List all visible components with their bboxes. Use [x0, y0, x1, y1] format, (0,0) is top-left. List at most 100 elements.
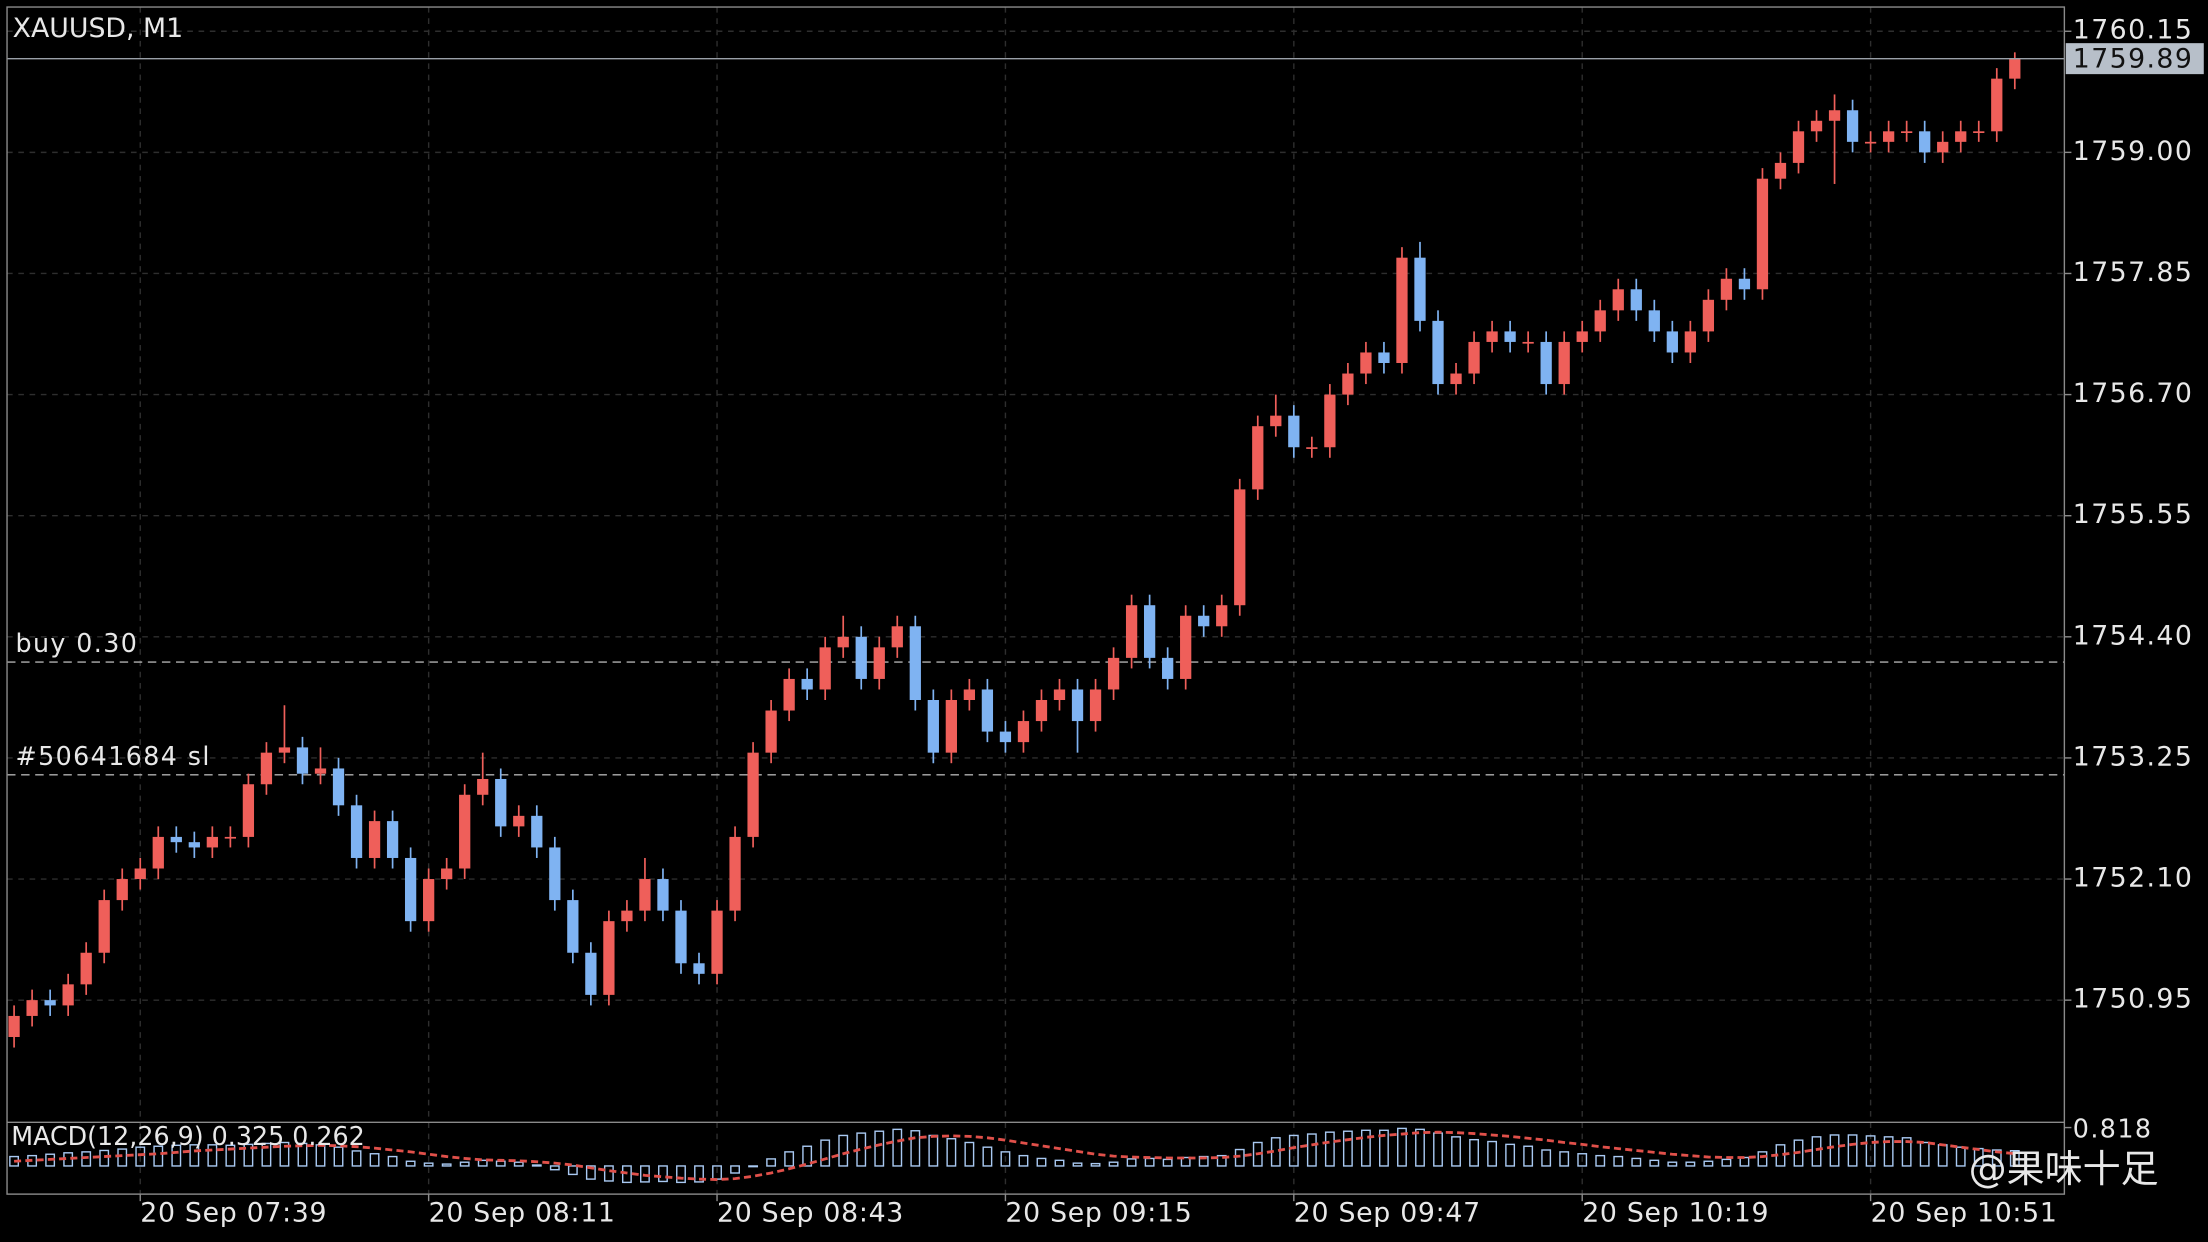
macd-bar	[1811, 1136, 1822, 1167]
candle-body	[260, 752, 273, 785]
macd-bar	[1360, 1129, 1371, 1167]
candle-body	[1432, 320, 1444, 385]
candle-body	[1522, 341, 1534, 344]
candle-body	[567, 900, 579, 953]
candle-body	[224, 836, 237, 839]
macd-bar	[405, 1160, 416, 1167]
candle-body	[278, 747, 291, 753]
macd-bar	[1487, 1140, 1498, 1167]
candle-body	[639, 879, 651, 911]
macd-value: 0.325	[212, 1121, 285, 1151]
y-tick-label: 1753.25	[2073, 741, 2193, 772]
macd-bar	[477, 1159, 488, 1167]
candle-body	[1540, 341, 1552, 385]
candle-body	[549, 847, 561, 901]
macd-bar	[1397, 1127, 1407, 1167]
macd-bar	[2009, 1150, 2020, 1167]
candle-body	[1684, 331, 1696, 353]
candle-body	[675, 910, 687, 964]
macd-bar	[387, 1155, 398, 1167]
candle-body	[8, 1015, 20, 1038]
macd-bar	[1505, 1143, 1516, 1167]
macd-bar	[1306, 1133, 1317, 1167]
macd-bar	[1559, 1151, 1570, 1167]
candle-body	[1504, 331, 1516, 342]
candle-body	[1468, 341, 1480, 374]
candle-body	[1234, 489, 1246, 606]
macd-bar	[549, 1165, 560, 1171]
candle-body	[1576, 331, 1588, 342]
macd-bar	[1072, 1162, 1083, 1167]
macd-bar	[1631, 1157, 1642, 1167]
macd-bar	[982, 1146, 993, 1167]
macd-y-tick-label: 0.818	[2073, 1113, 2153, 1143]
candle-body	[1270, 415, 1282, 427]
macd-bar	[910, 1130, 921, 1167]
candle-body	[1125, 605, 1138, 658]
candle-body	[783, 678, 795, 711]
candle-body	[1216, 605, 1228, 627]
candle-body	[873, 647, 885, 679]
candle-body	[1089, 689, 1102, 722]
candle-body	[1756, 178, 1769, 290]
macd-bar	[1054, 1159, 1065, 1167]
candle-body	[1071, 689, 1084, 722]
macd-bar	[1216, 1154, 1227, 1167]
macd-bar	[1991, 1149, 2002, 1167]
candle-body	[747, 752, 759, 837]
candle-body	[495, 778, 507, 827]
macd-bar	[1288, 1134, 1299, 1167]
candle-body	[1738, 278, 1751, 290]
candle-body	[657, 879, 669, 911]
candle-body	[350, 805, 363, 858]
candle-body	[1882, 131, 1895, 142]
candle-body	[1648, 310, 1660, 332]
macd-bar	[1324, 1131, 1335, 1167]
macd-bar	[1000, 1151, 1011, 1167]
candle-body	[1450, 373, 1462, 385]
candle-body	[332, 768, 345, 806]
macd-bar	[1649, 1159, 1660, 1167]
macd-bar	[1126, 1158, 1137, 1167]
signal-value: 0.262	[292, 1121, 365, 1151]
macd-bar	[171, 1144, 182, 1167]
y-tick-label: 1760.15	[2073, 15, 2193, 46]
candle-body	[1486, 331, 1498, 342]
macd-bar	[766, 1158, 777, 1167]
macd-bar	[946, 1138, 957, 1167]
macd-bar	[1451, 1136, 1461, 1167]
macd-bar	[1036, 1157, 1047, 1167]
candle-body	[1306, 447, 1318, 449]
y-tick-label: 1759.00	[2073, 136, 2193, 167]
macd-bar	[369, 1153, 380, 1167]
candle-body	[170, 836, 182, 843]
candle-body	[1828, 110, 1841, 121]
candle-body	[1558, 341, 1570, 385]
macd-bar	[730, 1165, 740, 1174]
candle-body	[1180, 615, 1192, 679]
candle-body	[531, 815, 543, 848]
macd-bar	[1703, 1160, 1714, 1167]
candle-body	[1666, 331, 1678, 353]
candle-body	[477, 778, 489, 795]
plot	[7, 52, 2065, 1184]
candle-body	[80, 952, 92, 985]
macd-bar	[1541, 1149, 1552, 1167]
macd-bar	[892, 1128, 903, 1167]
macd-bar	[1685, 1161, 1696, 1167]
x-tick-label: 20 Sep 08:11	[429, 1197, 616, 1228]
candle-body	[1810, 120, 1823, 132]
candle-body	[1252, 426, 1264, 490]
candle-body	[603, 921, 615, 995]
macd-bar	[784, 1151, 795, 1167]
macd-bar	[243, 1143, 254, 1167]
macd-bar	[567, 1165, 578, 1176]
candle-body	[1378, 352, 1390, 363]
candle-body	[945, 700, 957, 753]
macd-bar	[874, 1130, 885, 1167]
macd-bar	[1523, 1145, 1534, 1167]
candle-body	[404, 857, 417, 922]
candle-body	[801, 678, 813, 690]
macd-bar	[531, 1164, 542, 1167]
